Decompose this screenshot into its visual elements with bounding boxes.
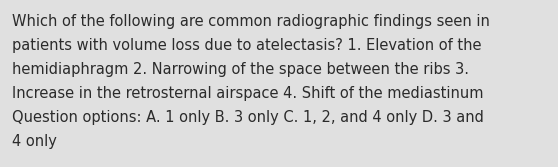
Text: Which of the following are common radiographic findings seen in: Which of the following are common radiog… [12, 14, 490, 29]
Text: Increase in the retrosternal airspace 4. Shift of the mediastinum: Increase in the retrosternal airspace 4.… [12, 86, 483, 101]
Text: patients with volume loss due to atelectasis? 1. Elevation of the: patients with volume loss due to atelect… [12, 38, 482, 53]
Text: 4 only: 4 only [12, 134, 57, 149]
Text: hemidiaphragm 2. Narrowing of the space between the ribs 3.: hemidiaphragm 2. Narrowing of the space … [12, 62, 469, 77]
Text: Question options: A. 1 only B. 3 only C. 1, 2, and 4 only D. 3 and: Question options: A. 1 only B. 3 only C.… [12, 110, 484, 125]
